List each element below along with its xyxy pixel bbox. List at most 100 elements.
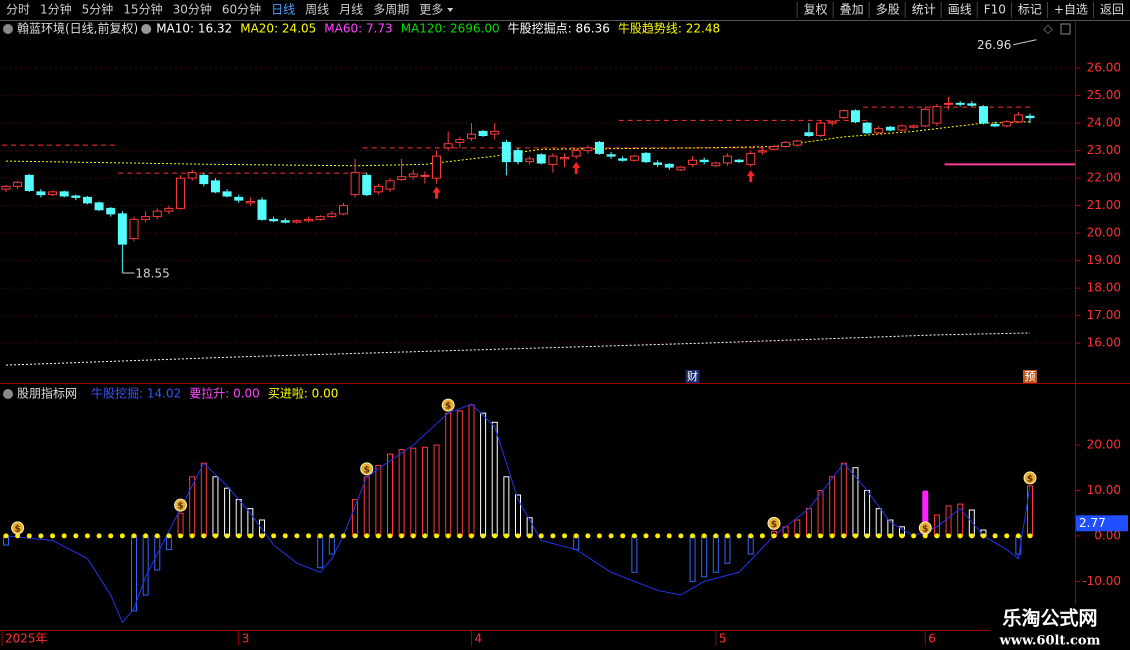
candle-body: [711, 162, 721, 167]
candle-body: [955, 102, 965, 105]
zero-dot: [422, 533, 428, 539]
zero-dot: [538, 533, 544, 539]
zero-dot: [620, 533, 626, 539]
zero-dot: [852, 533, 858, 539]
toolbar-button[interactable]: 返回: [1100, 3, 1124, 17]
legend-entry: 要拉升: 0.00: [189, 386, 260, 401]
period-tab[interactable]: 月线: [339, 3, 363, 17]
money-bag: [11, 521, 25, 535]
candle-body: [1013, 114, 1023, 123]
money-bag: [767, 516, 781, 530]
candle-body: [862, 122, 872, 134]
zero-dot: [771, 533, 777, 539]
candle-body: [920, 108, 930, 127]
zero-dot: [282, 533, 288, 539]
toolbar-button[interactable]: 多股: [876, 3, 900, 17]
money-bag: [918, 521, 932, 535]
candle-body: [594, 141, 604, 154]
pane-title: 翰蓝环境(日线,前复权): [17, 21, 138, 36]
money-bag-sign: $: [445, 402, 451, 412]
candle-body: [781, 141, 791, 147]
x-tick-label: 2025年: [5, 632, 48, 646]
candle-body: [164, 207, 174, 212]
zero-dot: [724, 533, 730, 539]
zero-dot: [829, 533, 835, 539]
zero-dot: [317, 533, 323, 539]
toolbar-button[interactable]: 画线: [948, 3, 972, 17]
money-bag-sign: $: [15, 524, 21, 534]
zero-dot: [201, 533, 207, 539]
zero-dot: [550, 533, 556, 539]
zero-dot: [375, 533, 381, 539]
toolbar-button[interactable]: +自选: [1054, 3, 1088, 17]
y-tick-label: 18.00: [1087, 281, 1121, 295]
zero-dot: [399, 533, 405, 539]
candle-body: [176, 177, 186, 209]
zero-dot: [783, 533, 789, 539]
toolbar-button[interactable]: F10: [984, 3, 1006, 17]
toolbar-button[interactable]: 复权: [804, 3, 828, 17]
indicator-line: [5, 403, 1031, 624]
candle-body: [490, 130, 500, 135]
money-bag-sign: $: [1027, 474, 1033, 484]
period-tab[interactable]: 30分钟: [173, 2, 212, 17]
legend-entry: 牛股趋势线: 22.48: [618, 21, 720, 36]
candle-body: [560, 157, 570, 160]
y-tick-label: 16.00: [1087, 336, 1121, 350]
period-tab[interactable]: 日线: [271, 3, 295, 17]
candle-body: [536, 154, 546, 164]
zero-dot: [154, 533, 160, 539]
toolbar-button[interactable]: 叠加: [840, 3, 864, 17]
zero-dot: [306, 533, 312, 539]
toolbar-button[interactable]: 统计: [912, 3, 936, 17]
candle-body: [141, 216, 151, 220]
legend-entry: MA120: 2696.00: [401, 22, 500, 36]
legend-dot: [141, 24, 152, 34]
zero-dot: [806, 533, 812, 539]
period-tab[interactable]: 1分钟: [40, 2, 72, 17]
zero-dot: [946, 533, 952, 539]
zero-dot: [678, 533, 684, 539]
zero-dot: [608, 533, 614, 539]
x-tick-label: 3: [242, 632, 250, 646]
money-bag-sign: $: [771, 520, 777, 530]
zero-dot: [736, 533, 742, 539]
period-tab[interactable]: 多周期: [373, 3, 409, 17]
zero-dot: [969, 533, 975, 539]
money-bag-sign: $: [177, 502, 183, 512]
candle-body: [1, 185, 11, 190]
candle-body: [1002, 121, 1012, 127]
candle-body: [583, 147, 593, 152]
zero-dot: [84, 533, 90, 539]
candle-body: [350, 172, 360, 196]
period-tab[interactable]: 15分钟: [123, 2, 162, 17]
period-tab[interactable]: 60分钟: [222, 2, 261, 17]
candle-body: [804, 132, 814, 136]
candle-body: [606, 154, 616, 157]
candle-body: [269, 218, 279, 222]
candle-body: [734, 159, 744, 163]
dropdown-arrow: [447, 8, 454, 12]
candle-body: [850, 110, 860, 123]
period-tab[interactable]: 周线: [305, 3, 329, 17]
candle-body: [48, 191, 58, 196]
candle-body: [327, 213, 337, 218]
candle-body: [978, 106, 988, 124]
candle-body: [932, 106, 942, 124]
toolbar-button[interactable]: 标记: [1018, 3, 1042, 17]
legend-entry: 牛股挖掘点: 86.36: [508, 21, 610, 36]
candle-body: [967, 103, 977, 106]
period-tab[interactable]: 更多: [419, 3, 443, 17]
period-tab[interactable]: 分时: [6, 3, 30, 17]
zero-dot: [38, 533, 44, 539]
candle-body: [129, 218, 139, 240]
ma-line: [5, 121, 1031, 167]
period-tab[interactable]: 5分钟: [82, 2, 114, 17]
zero-dot: [189, 533, 195, 539]
x-tick-label: 4: [474, 632, 482, 646]
zero-dot: [340, 533, 346, 539]
candle-body: [304, 218, 314, 222]
zero-dot: [631, 533, 637, 539]
zero-dot: [445, 533, 451, 539]
